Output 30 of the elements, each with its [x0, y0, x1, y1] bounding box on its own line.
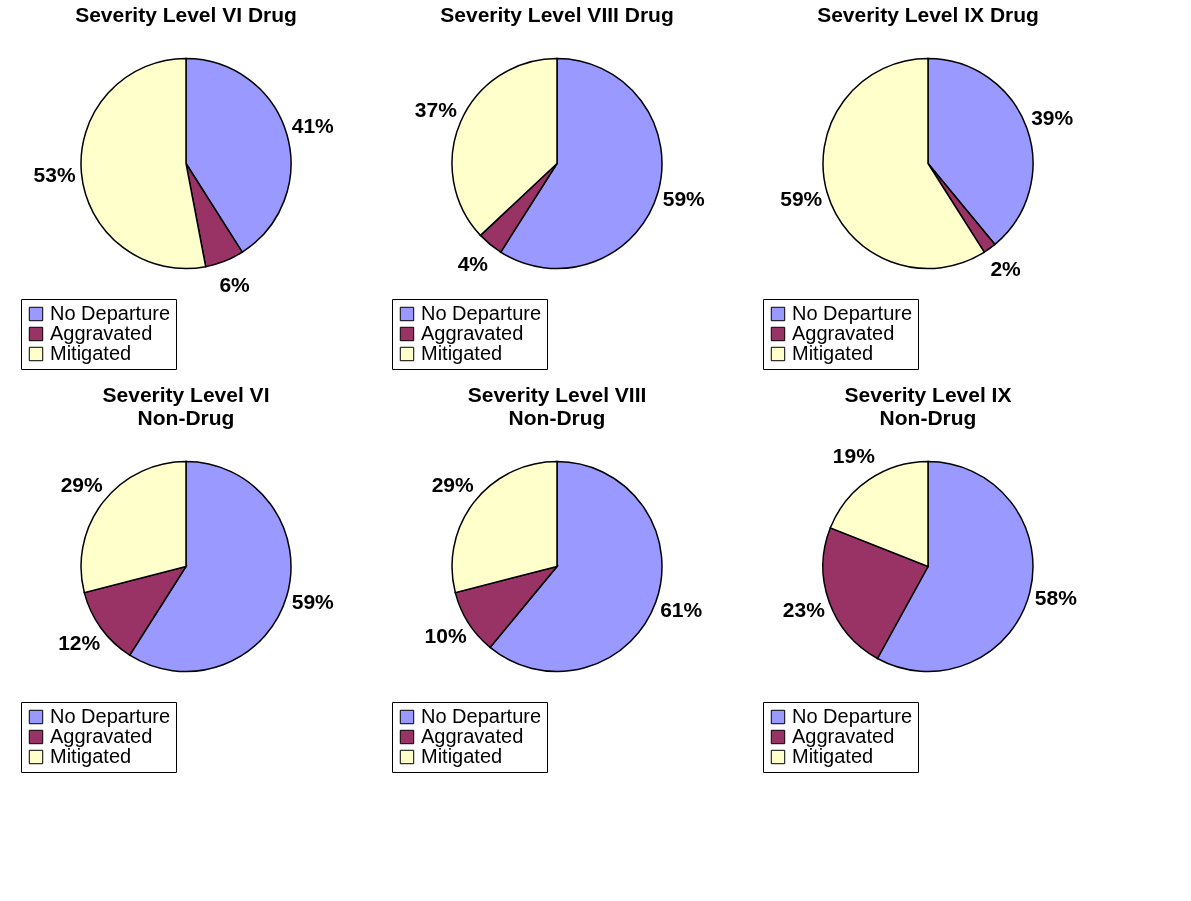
data-label: 59% [662, 187, 706, 211]
data-label: 41% [291, 113, 335, 137]
chart-title: Severity Level VI Drug [75, 3, 297, 26]
data-label: 61% [660, 598, 703, 622]
data-label: 29% [431, 472, 475, 496]
data-label: 10% [424, 624, 467, 648]
data-label: 6% [219, 273, 251, 297]
legend-label: No Departure [421, 705, 542, 727]
data-label: 29% [60, 472, 104, 496]
data-label: 59% [780, 187, 823, 211]
chart-title: Severity Level IX Non-Drug [844, 383, 1012, 429]
chart-title: Severity Level IX Drug [817, 3, 1039, 26]
data-label: 58% [1034, 586, 1078, 610]
legend-label: No Departure [421, 302, 542, 324]
data-label: 59% [291, 590, 335, 614]
data-label: 12% [58, 631, 101, 655]
chart-title: Severity Level VI Non-Drug [102, 383, 270, 429]
data-label: 19% [832, 444, 876, 468]
data-label: 39% [1031, 105, 1074, 129]
data-label: 53% [33, 162, 76, 186]
legend-label: No Departure [50, 302, 171, 324]
data-label: 4% [457, 252, 489, 276]
chart-title: Severity Level VIII Drug [440, 3, 674, 26]
legend-label: No Departure [792, 705, 913, 727]
data-label: 2% [990, 257, 1022, 281]
chart-title: Severity Level VIII Non-Drug [467, 383, 647, 429]
data-label: 37% [414, 98, 458, 122]
legend-label: No Departure [792, 302, 913, 324]
data-label: 23% [782, 598, 826, 622]
legend-label: No Departure [50, 705, 171, 727]
